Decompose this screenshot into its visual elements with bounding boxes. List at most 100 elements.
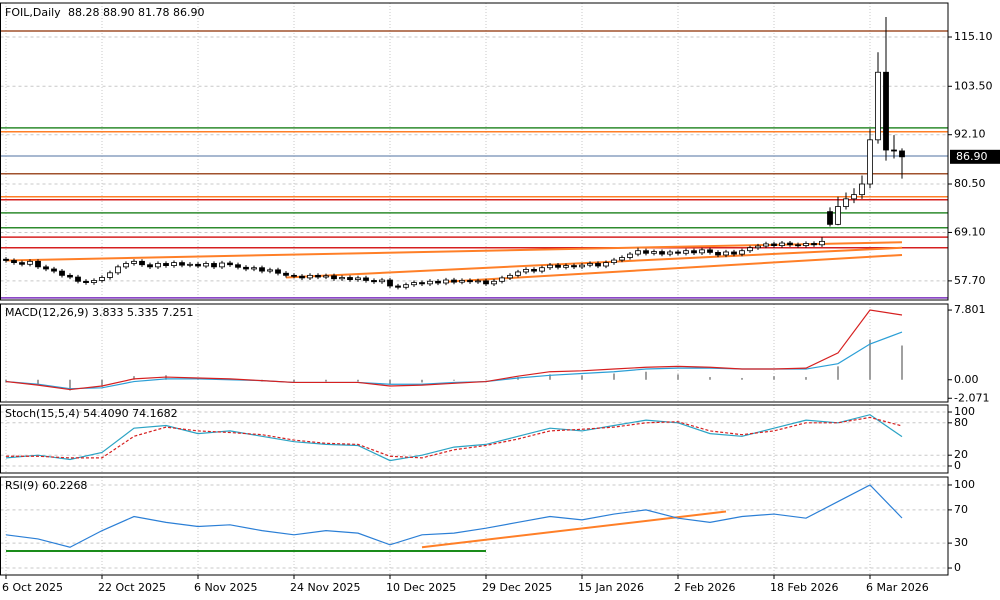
y-tick-label: 103.50	[954, 79, 993, 92]
candle-body	[467, 280, 473, 283]
candle-body	[851, 194, 857, 200]
histogram-bar	[293, 379, 295, 383]
candle-body	[531, 269, 537, 272]
candle-body	[843, 198, 849, 207]
candle-body	[579, 264, 585, 268]
candle-body	[435, 280, 441, 284]
candle-body	[763, 243, 769, 247]
histogram-bar	[389, 379, 391, 385]
histogram-bar	[5, 379, 7, 383]
histogram-bar	[645, 371, 647, 380]
x-tick-label: 2 Feb 2026	[674, 581, 735, 594]
y-tick-label: 0	[954, 459, 961, 472]
candle-body	[363, 277, 369, 281]
x-tick-label: 10 Dec 2025	[386, 581, 456, 594]
histogram-bar	[101, 379, 103, 387]
candle-body	[755, 245, 761, 249]
candle-body	[547, 264, 553, 269]
y-tick-label: 115.10	[954, 30, 993, 43]
trend-line	[445, 253, 903, 283]
candle-body	[67, 274, 73, 278]
candle-body	[571, 265, 577, 268]
candle-body	[411, 282, 417, 286]
candle-body	[395, 285, 401, 288]
candle-body	[331, 275, 337, 280]
histogram-bar	[677, 374, 679, 380]
candle-body	[651, 251, 657, 254]
histogram-bar	[69, 379, 71, 391]
candle-body	[515, 271, 521, 276]
y-tick-label: 20	[954, 448, 968, 461]
y-tick-label: 100	[954, 478, 975, 491]
candle-body	[187, 263, 193, 266]
price-label: 86.90	[956, 150, 988, 163]
candle-body	[227, 262, 233, 266]
candle-body	[147, 264, 153, 268]
candle-body	[75, 276, 81, 282]
series-line	[6, 416, 903, 459]
histogram-bar	[581, 375, 583, 380]
histogram-bar	[453, 379, 455, 381]
candle-body	[275, 269, 281, 274]
candle-body	[587, 263, 593, 266]
pane-0	[0, 3, 948, 300]
candle-body	[371, 280, 377, 283]
candle-body	[683, 250, 689, 254]
candle-body	[859, 183, 865, 196]
candle-body	[35, 260, 41, 268]
x-tick-label: 6 Nov 2025	[194, 581, 257, 594]
candle-body	[115, 266, 121, 274]
indicator-title: Stoch(15,5,4) 54.4090 74.1682	[5, 407, 178, 420]
candle-body	[171, 262, 177, 266]
pane-frame	[0, 404, 949, 474]
candle-body	[691, 250, 697, 254]
candle-body	[499, 277, 505, 282]
candle-body	[899, 150, 905, 158]
candle-body	[835, 206, 841, 225]
candle-body	[779, 242, 785, 247]
candle-body	[19, 262, 25, 265]
candle-body	[323, 275, 329, 278]
candle-body	[259, 267, 265, 272]
symbol: FOIL,Daily	[5, 6, 61, 19]
candle-body	[523, 269, 529, 273]
candle-body	[627, 253, 633, 258]
x-tick-label: 29 Dec 2025	[482, 581, 552, 594]
candle-body	[483, 280, 489, 285]
pane-2	[0, 405, 948, 473]
histogram-bar	[549, 374, 551, 380]
candle-body	[491, 280, 497, 285]
candle-body	[555, 264, 561, 268]
histogram-bar	[901, 345, 903, 380]
candle-body	[875, 71, 881, 141]
candle-body	[283, 272, 289, 276]
candle-body	[299, 275, 305, 279]
histogram-bar	[613, 373, 615, 380]
histogram-bar	[325, 379, 327, 382]
histogram-bar	[485, 379, 487, 381]
candle-body	[771, 243, 777, 247]
candle-body	[603, 262, 609, 267]
candle-body	[667, 251, 673, 255]
ohlc-header: 88.28 88.90 81.78 86.90	[68, 6, 204, 19]
candle-body	[243, 266, 249, 270]
x-tick-label: 6 Oct 2025	[2, 581, 63, 594]
histogram-bar	[805, 377, 807, 380]
candle-body	[211, 263, 217, 268]
pane-1	[5, 304, 903, 402]
candle-body	[107, 272, 113, 278]
x-tick-label: 18 Feb 2026	[770, 581, 838, 594]
candle-body	[379, 279, 385, 283]
y-tick-label: 30	[954, 536, 968, 549]
candle-body	[563, 265, 569, 268]
candle-body	[867, 139, 873, 185]
candle-body	[179, 262, 185, 266]
candle-body	[139, 260, 145, 266]
candle-body	[203, 263, 209, 267]
candle-body	[675, 251, 681, 254]
candle-body	[3, 258, 9, 261]
indicator-title: MACD(12,26,9) 3.833 5.335 7.251	[5, 306, 194, 319]
candle-body	[747, 247, 753, 252]
histogram-bar	[869, 339, 871, 380]
histogram-bar	[421, 379, 423, 383]
